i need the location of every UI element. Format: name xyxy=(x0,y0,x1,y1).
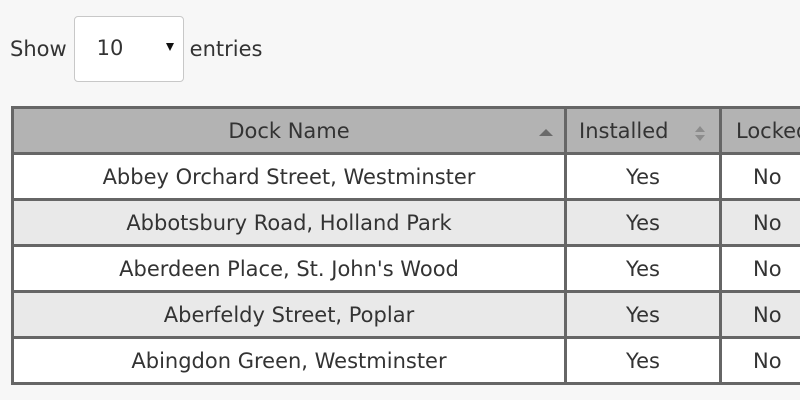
cell-installed: Yes xyxy=(564,198,722,247)
triangle-down-icon xyxy=(165,43,174,51)
docks-table: Dock Name Installed Locked Abbey Orchard… xyxy=(11,106,800,385)
cell-dock-name: Abbey Orchard Street, Westminster xyxy=(11,152,567,201)
cell-installed: Yes xyxy=(564,244,722,293)
cell-locked: No xyxy=(719,198,800,247)
entries-per-page-select[interactable]: 10 xyxy=(73,16,184,82)
column-header-locked[interactable]: Locked xyxy=(719,106,800,155)
table-row: Aberdeen Place, St. John's Wood Yes No xyxy=(11,244,800,293)
cell-dock-name: Aberfeldy Street, Poplar xyxy=(11,290,567,339)
cell-locked: No xyxy=(719,244,800,293)
column-header-label: Locked xyxy=(736,118,800,143)
column-header-dock-name[interactable]: Dock Name xyxy=(11,106,567,155)
cell-locked: No xyxy=(719,336,800,385)
table-row: Abbotsbury Road, Holland Park Yes No xyxy=(11,198,800,247)
table-row: Abbey Orchard Street, Westminster Yes No xyxy=(11,152,800,201)
cell-installed: Yes xyxy=(564,152,722,201)
column-header-label: Dock Name xyxy=(228,118,350,143)
sort-both-icon xyxy=(694,126,706,142)
entries-length-control: Show 10 entries xyxy=(10,16,262,82)
table-header-row: Dock Name Installed Locked xyxy=(11,106,800,155)
sort-ascending-icon xyxy=(539,129,553,136)
table-row: Aberfeldy Street, Poplar Yes No xyxy=(11,290,800,339)
column-header-label: Installed xyxy=(579,118,669,143)
cell-dock-name: Aberdeen Place, St. John's Wood xyxy=(11,244,567,293)
entries-per-page-value: 10 xyxy=(96,36,124,60)
cell-installed: Yes xyxy=(564,336,722,385)
docks-table-container: Dock Name Installed Locked Abbey Orchard… xyxy=(11,106,800,400)
column-header-installed[interactable]: Installed xyxy=(564,106,722,155)
cell-dock-name: Abingdon Green, Westminster xyxy=(11,336,567,385)
cell-installed: Yes xyxy=(564,290,722,339)
cell-locked: No xyxy=(719,152,800,201)
cell-dock-name: Abbotsbury Road, Holland Park xyxy=(11,198,567,247)
entries-label: entries xyxy=(189,37,263,61)
show-label: Show xyxy=(10,37,67,61)
table-row: Abingdon Green, Westminster Yes No xyxy=(11,336,800,385)
cell-locked: No xyxy=(719,290,800,339)
